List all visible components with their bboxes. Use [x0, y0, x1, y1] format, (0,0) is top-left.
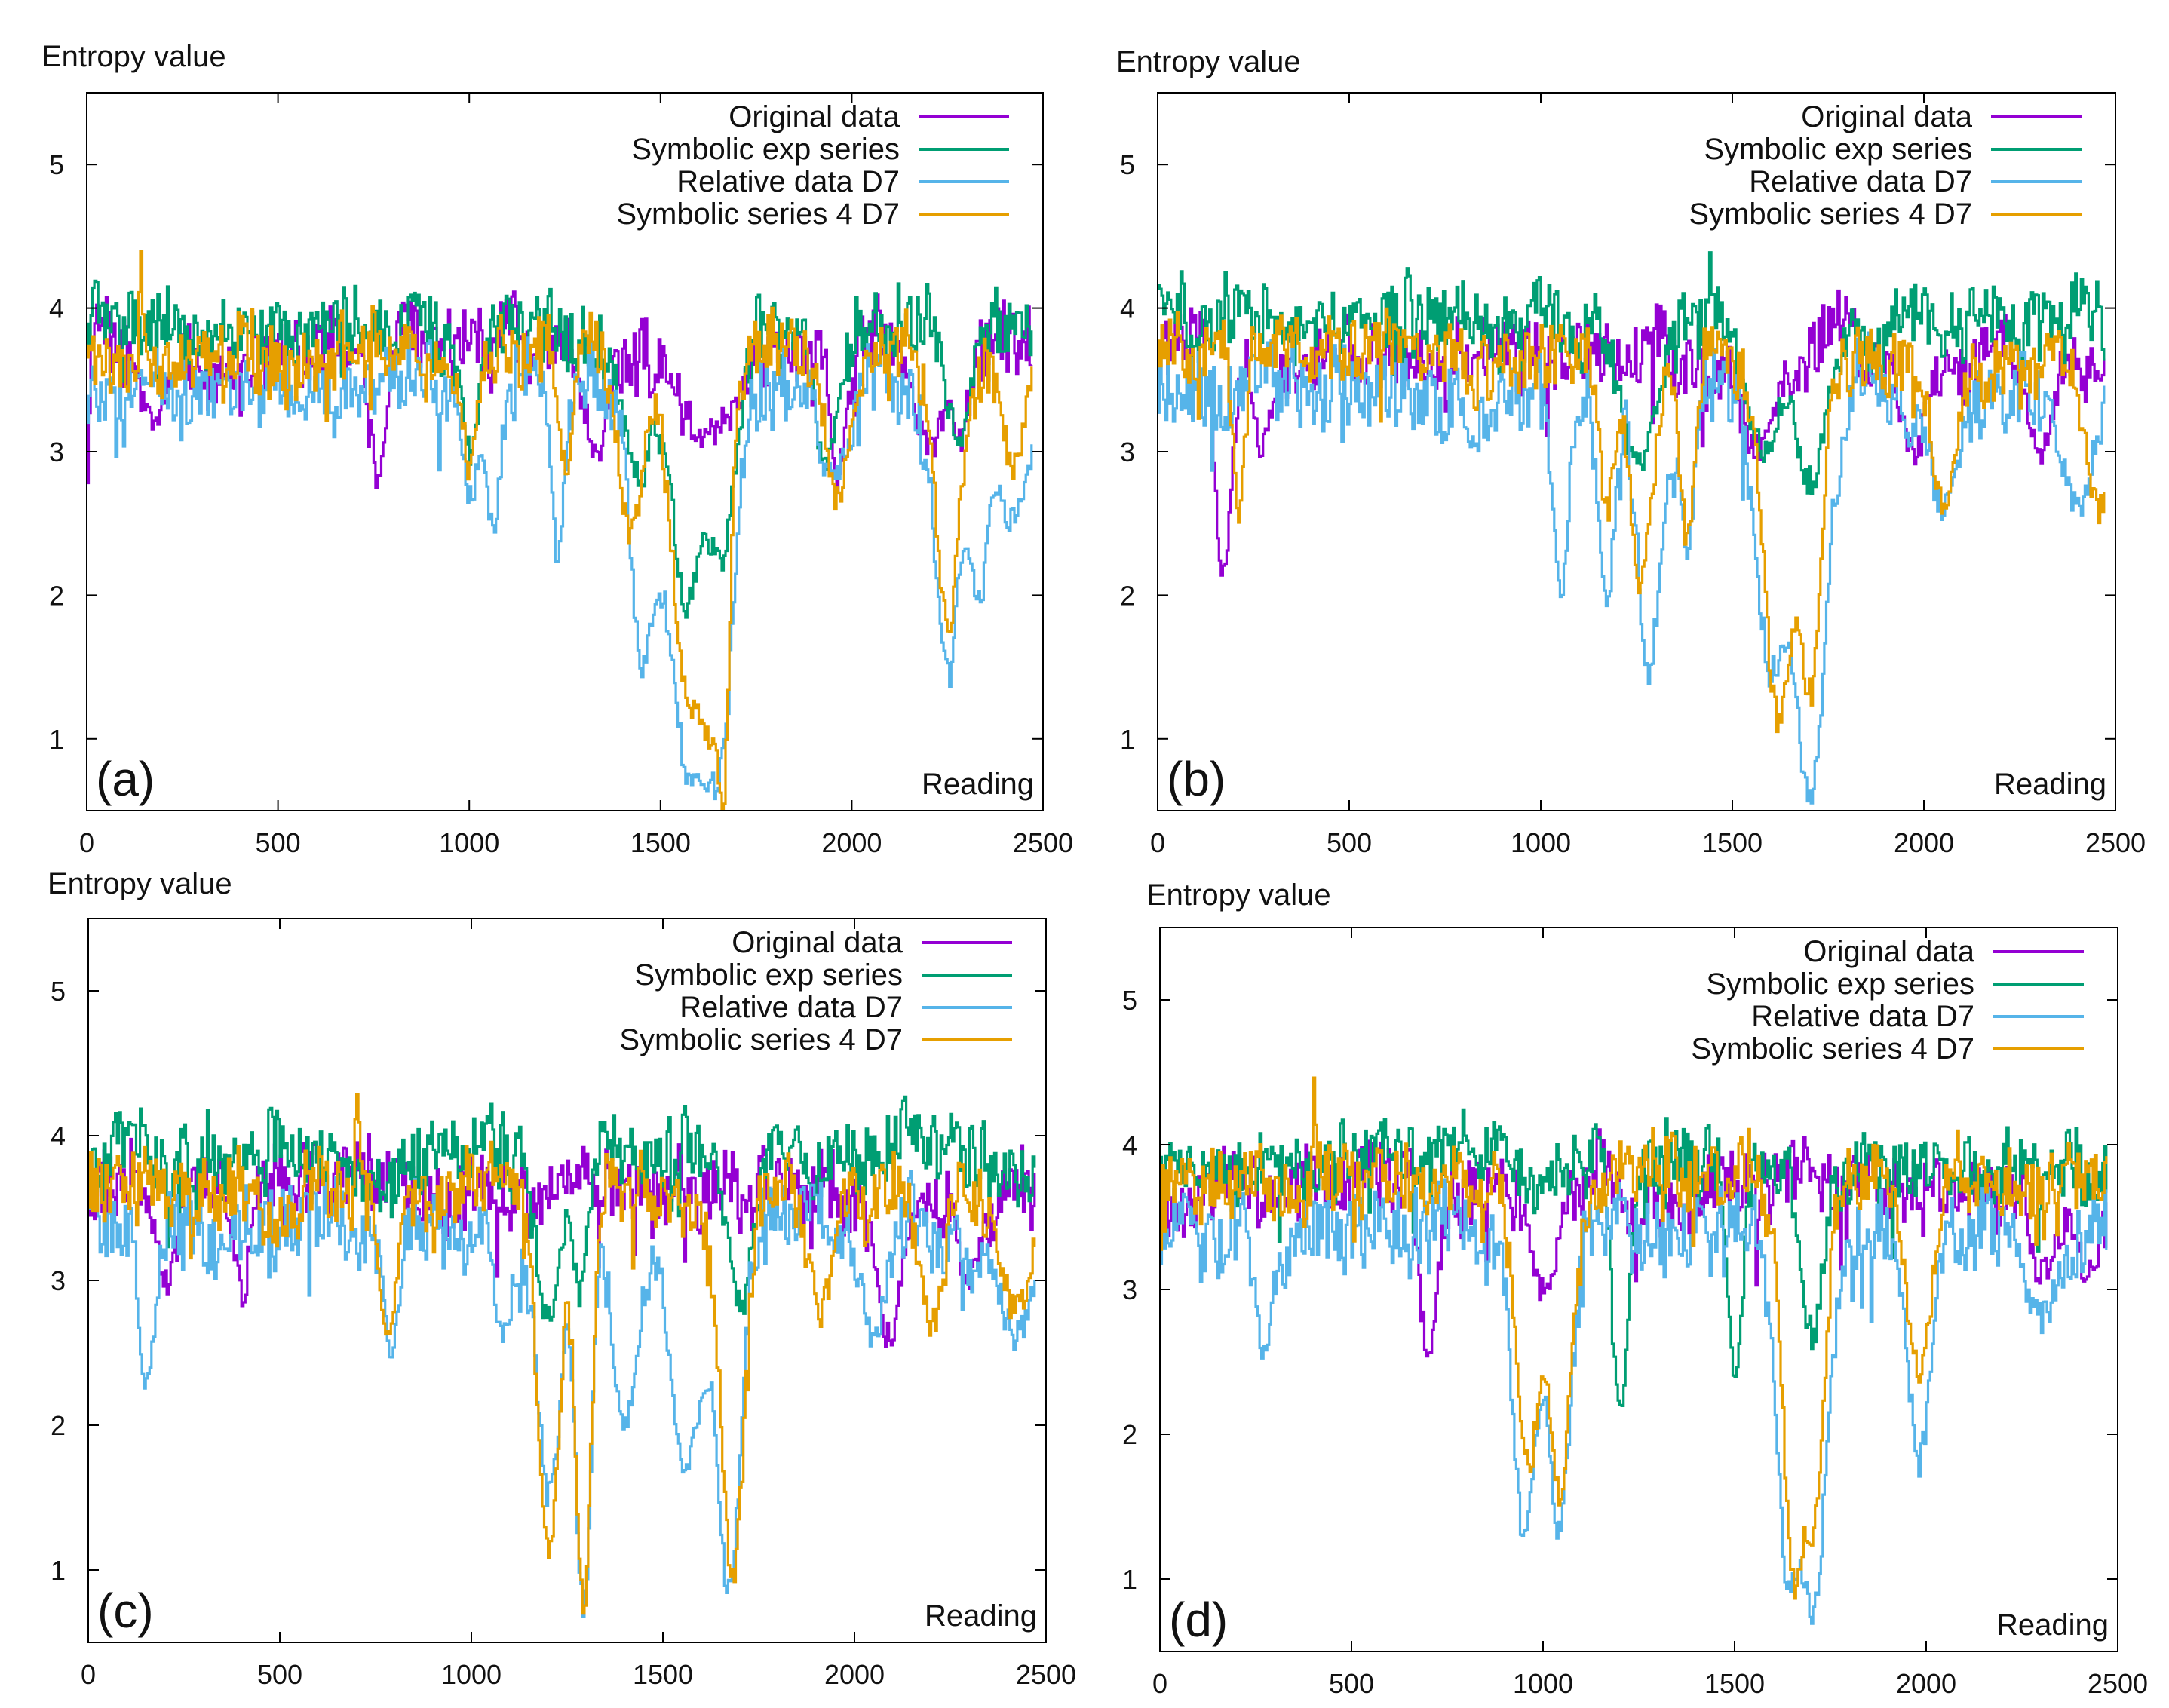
y-axis-label: Entropy value — [48, 867, 232, 900]
y-tick-label: 5 — [49, 149, 64, 180]
series-line-symbolic-series-4-d7 — [87, 250, 1033, 811]
x-tick-label: 2500 — [1016, 1659, 1076, 1690]
legend-label: Original data — [1801, 100, 1973, 133]
x-axis-label: Reading — [1994, 768, 2106, 801]
x-axis-label: Reading — [925, 1599, 1037, 1633]
x-tick-label: 0 — [1150, 827, 1165, 858]
legend-label: Symbolic exp series — [634, 958, 903, 992]
panel-label: (c) — [97, 1584, 154, 1638]
x-tick-label: 1500 — [633, 1659, 693, 1690]
x-tick-label: 2500 — [1013, 827, 1073, 858]
y-axis-label: Entropy value — [1146, 879, 1331, 912]
x-axis-label: Reading — [922, 768, 1034, 801]
chart-panel-c: 0 500 1000 1500 2000 2500 1 2 3 4 5 Entropy value Re… — [48, 867, 1076, 1690]
y-tick-label: 5 — [1120, 149, 1135, 180]
series-line-symbolic-exp-series — [87, 279, 1033, 619]
y-tick-label: 3 — [1120, 437, 1135, 468]
y-tick-label: 4 — [1120, 293, 1135, 324]
legend-label: Symbolic series 4 D7 — [1691, 1032, 1974, 1066]
x-tick-label: 2500 — [2088, 1668, 2148, 1699]
series-line-symbolic-exp-series — [1158, 251, 2106, 495]
x-tick-label: 1500 — [630, 827, 691, 858]
legend-label: Original data — [729, 100, 900, 133]
y-tick-label: 3 — [1122, 1274, 1137, 1305]
legend-label: Relative data D7 — [680, 991, 903, 1024]
legend-label: Relative data D7 — [1749, 165, 1972, 198]
x-tick-label: 2000 — [824, 1659, 885, 1690]
legend-label: Symbolic exp series — [1704, 133, 1972, 166]
y-tick-label: 2 — [1122, 1419, 1137, 1450]
legend-label: Symbolic exp series — [1706, 967, 1974, 1001]
series-line-original-data — [88, 1133, 1036, 1348]
panel-label: (d) — [1169, 1593, 1228, 1647]
legend-label: Relative data D7 — [676, 165, 900, 198]
y-tick-label: 2 — [49, 580, 64, 611]
legend-label: Symbolic series 4 D7 — [1689, 198, 1972, 231]
y-tick-label: 2 — [51, 1410, 66, 1441]
y-tick-label: 1 — [1120, 724, 1135, 755]
chart-panel-b: 0 500 1000 1500 2000 2500 1 2 3 4 5 Entropy value Re… — [1116, 45, 2146, 858]
x-tick-label: 500 — [256, 827, 301, 858]
x-tick-label: 0 — [79, 827, 94, 858]
series-line-symbolic-exp-series — [88, 1095, 1036, 1322]
x-tick-label: 2000 — [821, 827, 882, 858]
y-axis-label: Entropy value — [1116, 45, 1301, 78]
panel-label: (b) — [1167, 752, 1226, 806]
panel-label: (a) — [96, 752, 155, 806]
y-tick-label: 2 — [1120, 580, 1135, 611]
y-tick-label: 1 — [1122, 1564, 1137, 1595]
x-tick-label: 0 — [1152, 1668, 1167, 1699]
x-axis-label: Reading — [1996, 1608, 2109, 1642]
y-tick-label: 4 — [49, 293, 64, 324]
y-tick-label: 1 — [49, 724, 64, 755]
legend-label: Original data — [1803, 935, 1975, 968]
y-tick-label: 5 — [51, 976, 66, 1007]
series-line-original-data — [1158, 289, 2106, 577]
x-tick-label: 1000 — [441, 1659, 502, 1690]
series-line-symbolic-series-4-d7 — [1158, 307, 2106, 734]
x-tick-label: 1500 — [1704, 1668, 1765, 1699]
series-line-relative-data-d7 — [87, 333, 1033, 801]
y-tick-label: 3 — [49, 437, 64, 468]
x-tick-label: 2000 — [1896, 1668, 1956, 1699]
legend-label: Symbolic series 4 D7 — [619, 1023, 903, 1056]
x-tick-label: 1000 — [1513, 1668, 1573, 1699]
legend-label: Original data — [732, 926, 903, 959]
x-tick-label: 2000 — [1894, 827, 1954, 858]
series-line-relative-data-d7 — [1160, 1178, 2108, 1625]
series-line-symbolic-series-4-d7 — [1160, 1076, 2108, 1600]
x-tick-label: 500 — [1327, 827, 1372, 858]
legend-label: Symbolic exp series — [631, 133, 900, 166]
series-line-relative-data-d7 — [88, 1170, 1036, 1618]
y-tick-label: 1 — [51, 1555, 66, 1586]
chart-panel-d: 0 500 1000 1500 2000 2500 1 2 3 4 5 Entropy value Re… — [1122, 879, 2148, 1699]
x-tick-label: 0 — [81, 1659, 96, 1690]
chart-panel-a: 0 500 1000 1500 2000 2500 1 2 3 4 5 Entropy value Re… — [41, 40, 1073, 858]
x-tick-label: 1500 — [1702, 827, 1763, 858]
y-tick-label: 5 — [1122, 985, 1137, 1016]
x-tick-label: 1000 — [1511, 827, 1571, 858]
legend-label: Relative data D7 — [1751, 1000, 1974, 1033]
legend-label: Symbolic series 4 D7 — [616, 198, 900, 231]
x-tick-label: 500 — [1329, 1668, 1374, 1699]
y-tick-label: 4 — [51, 1121, 66, 1151]
y-tick-label: 4 — [1122, 1130, 1137, 1161]
x-tick-label: 1000 — [439, 827, 499, 858]
series-line-symbolic-series-4-d7 — [88, 1093, 1036, 1615]
x-tick-label: 500 — [257, 1659, 302, 1690]
y-axis-label: Entropy value — [41, 40, 226, 73]
x-tick-label: 2500 — [2085, 827, 2146, 858]
y-tick-label: 3 — [51, 1265, 66, 1296]
